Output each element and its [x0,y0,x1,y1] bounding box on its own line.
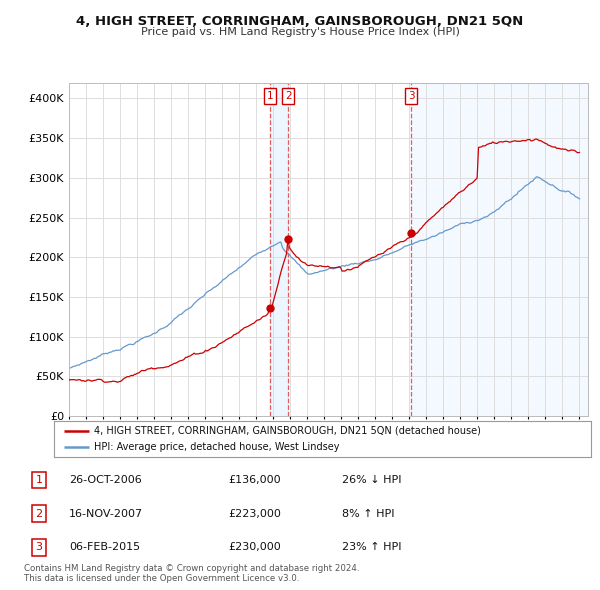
Text: £136,000: £136,000 [228,475,281,485]
Text: 3: 3 [35,542,43,552]
Bar [270,83,288,416]
Text: 4, HIGH STREET, CORRINGHAM, GAINSBOROUGH, DN21 5QN: 4, HIGH STREET, CORRINGHAM, GAINSBOROUGH… [76,15,524,28]
Text: 1: 1 [267,91,274,101]
Text: 3: 3 [408,91,415,101]
Text: 16-NOV-2007: 16-NOV-2007 [69,509,143,519]
Text: 4, HIGH STREET, CORRINGHAM, GAINSBOROUGH, DN21 5QN (detached house): 4, HIGH STREET, CORRINGHAM, GAINSBOROUGH… [94,425,481,435]
Text: 8% ↑ HPI: 8% ↑ HPI [342,509,395,519]
Text: Contains HM Land Registry data © Crown copyright and database right 2024.
This d: Contains HM Land Registry data © Crown c… [24,563,359,583]
Text: 2: 2 [35,509,43,519]
Text: 06-FEB-2015: 06-FEB-2015 [69,542,140,552]
Text: 23% ↑ HPI: 23% ↑ HPI [342,542,401,552]
Text: 2: 2 [285,91,292,101]
Bar [411,83,588,416]
Text: 26% ↓ HPI: 26% ↓ HPI [342,475,401,485]
Text: £223,000: £223,000 [228,509,281,519]
Text: 26-OCT-2006: 26-OCT-2006 [69,475,142,485]
Text: 1: 1 [35,475,43,485]
Text: Price paid vs. HM Land Registry's House Price Index (HPI): Price paid vs. HM Land Registry's House … [140,27,460,37]
Text: HPI: Average price, detached house, West Lindsey: HPI: Average price, detached house, West… [94,442,340,453]
Text: £230,000: £230,000 [228,542,281,552]
